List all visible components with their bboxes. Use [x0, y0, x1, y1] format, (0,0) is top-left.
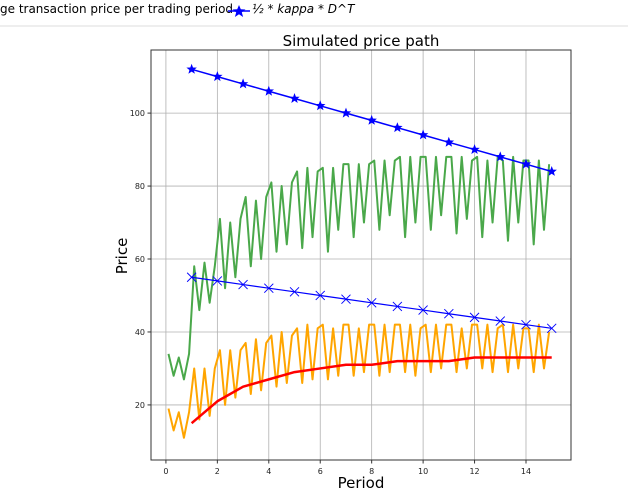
series-orange-price-line: [167, 323, 551, 439]
y-axis-label: Price: [113, 238, 131, 275]
star-marker: [495, 151, 506, 162]
star-marker: [546, 166, 557, 176]
x-tick-label: 8: [369, 467, 374, 476]
y-tick-label: 80: [135, 182, 145, 191]
star-marker: [237, 78, 249, 89]
star-marker: [520, 158, 532, 169]
y-tick-label: 20: [135, 401, 145, 410]
x-marker: [366, 297, 377, 308]
legend-star-marker-icon: [228, 5, 250, 17]
star-marker: [186, 63, 197, 74]
star-marker: [289, 93, 300, 103]
chart-title: Simulated price path: [283, 32, 440, 50]
star-marker: [392, 122, 403, 133]
x-marker: [469, 312, 480, 323]
star-marker: [443, 136, 455, 147]
star-marker: [263, 85, 274, 96]
x-tick-label: 14: [521, 467, 531, 476]
x-marker: [315, 290, 326, 301]
x-marker: [392, 301, 403, 312]
series-average-price-line: [190, 356, 552, 425]
x-marker: [238, 279, 248, 290]
legend-entry-kappa: ½ * kappa * D^T: [252, 2, 355, 16]
x-marker: [418, 305, 428, 315]
series-green-price-line: [167, 155, 551, 381]
y-tick-label: 60: [135, 255, 145, 264]
y-tick-label: 100: [130, 109, 145, 118]
x-marker: [289, 287, 300, 297]
x-marker: [212, 276, 223, 286]
x-marker: [521, 319, 531, 330]
x-marker: [186, 272, 197, 283]
x-marker: [341, 294, 351, 304]
legend-entry-average-price: ge transaction price per trading period: [0, 2, 234, 16]
star-marker: [212, 71, 223, 82]
star-marker: [366, 114, 377, 125]
star-marker: [315, 100, 326, 111]
x-tick-label: 6: [318, 467, 323, 476]
x-tick-label: 4: [266, 467, 271, 476]
legend: ge transaction price per trading period …: [0, 0, 628, 27]
x-marker: [495, 316, 506, 326]
star-marker: [417, 129, 429, 140]
y-tick-label: 40: [135, 328, 145, 337]
x-tick-label: 2: [215, 467, 220, 476]
star-marker: [469, 144, 480, 154]
x-tick-label: 0: [163, 467, 168, 476]
x-marker: [546, 323, 557, 334]
x-tick-label: 12: [469, 467, 479, 476]
x-tick-label: 10: [418, 467, 428, 476]
x-axis-label: Period: [338, 474, 385, 492]
plot-frame: [150, 49, 572, 461]
x-marker: [444, 308, 454, 319]
star-marker: [340, 107, 352, 118]
x-marker: [263, 283, 274, 294]
